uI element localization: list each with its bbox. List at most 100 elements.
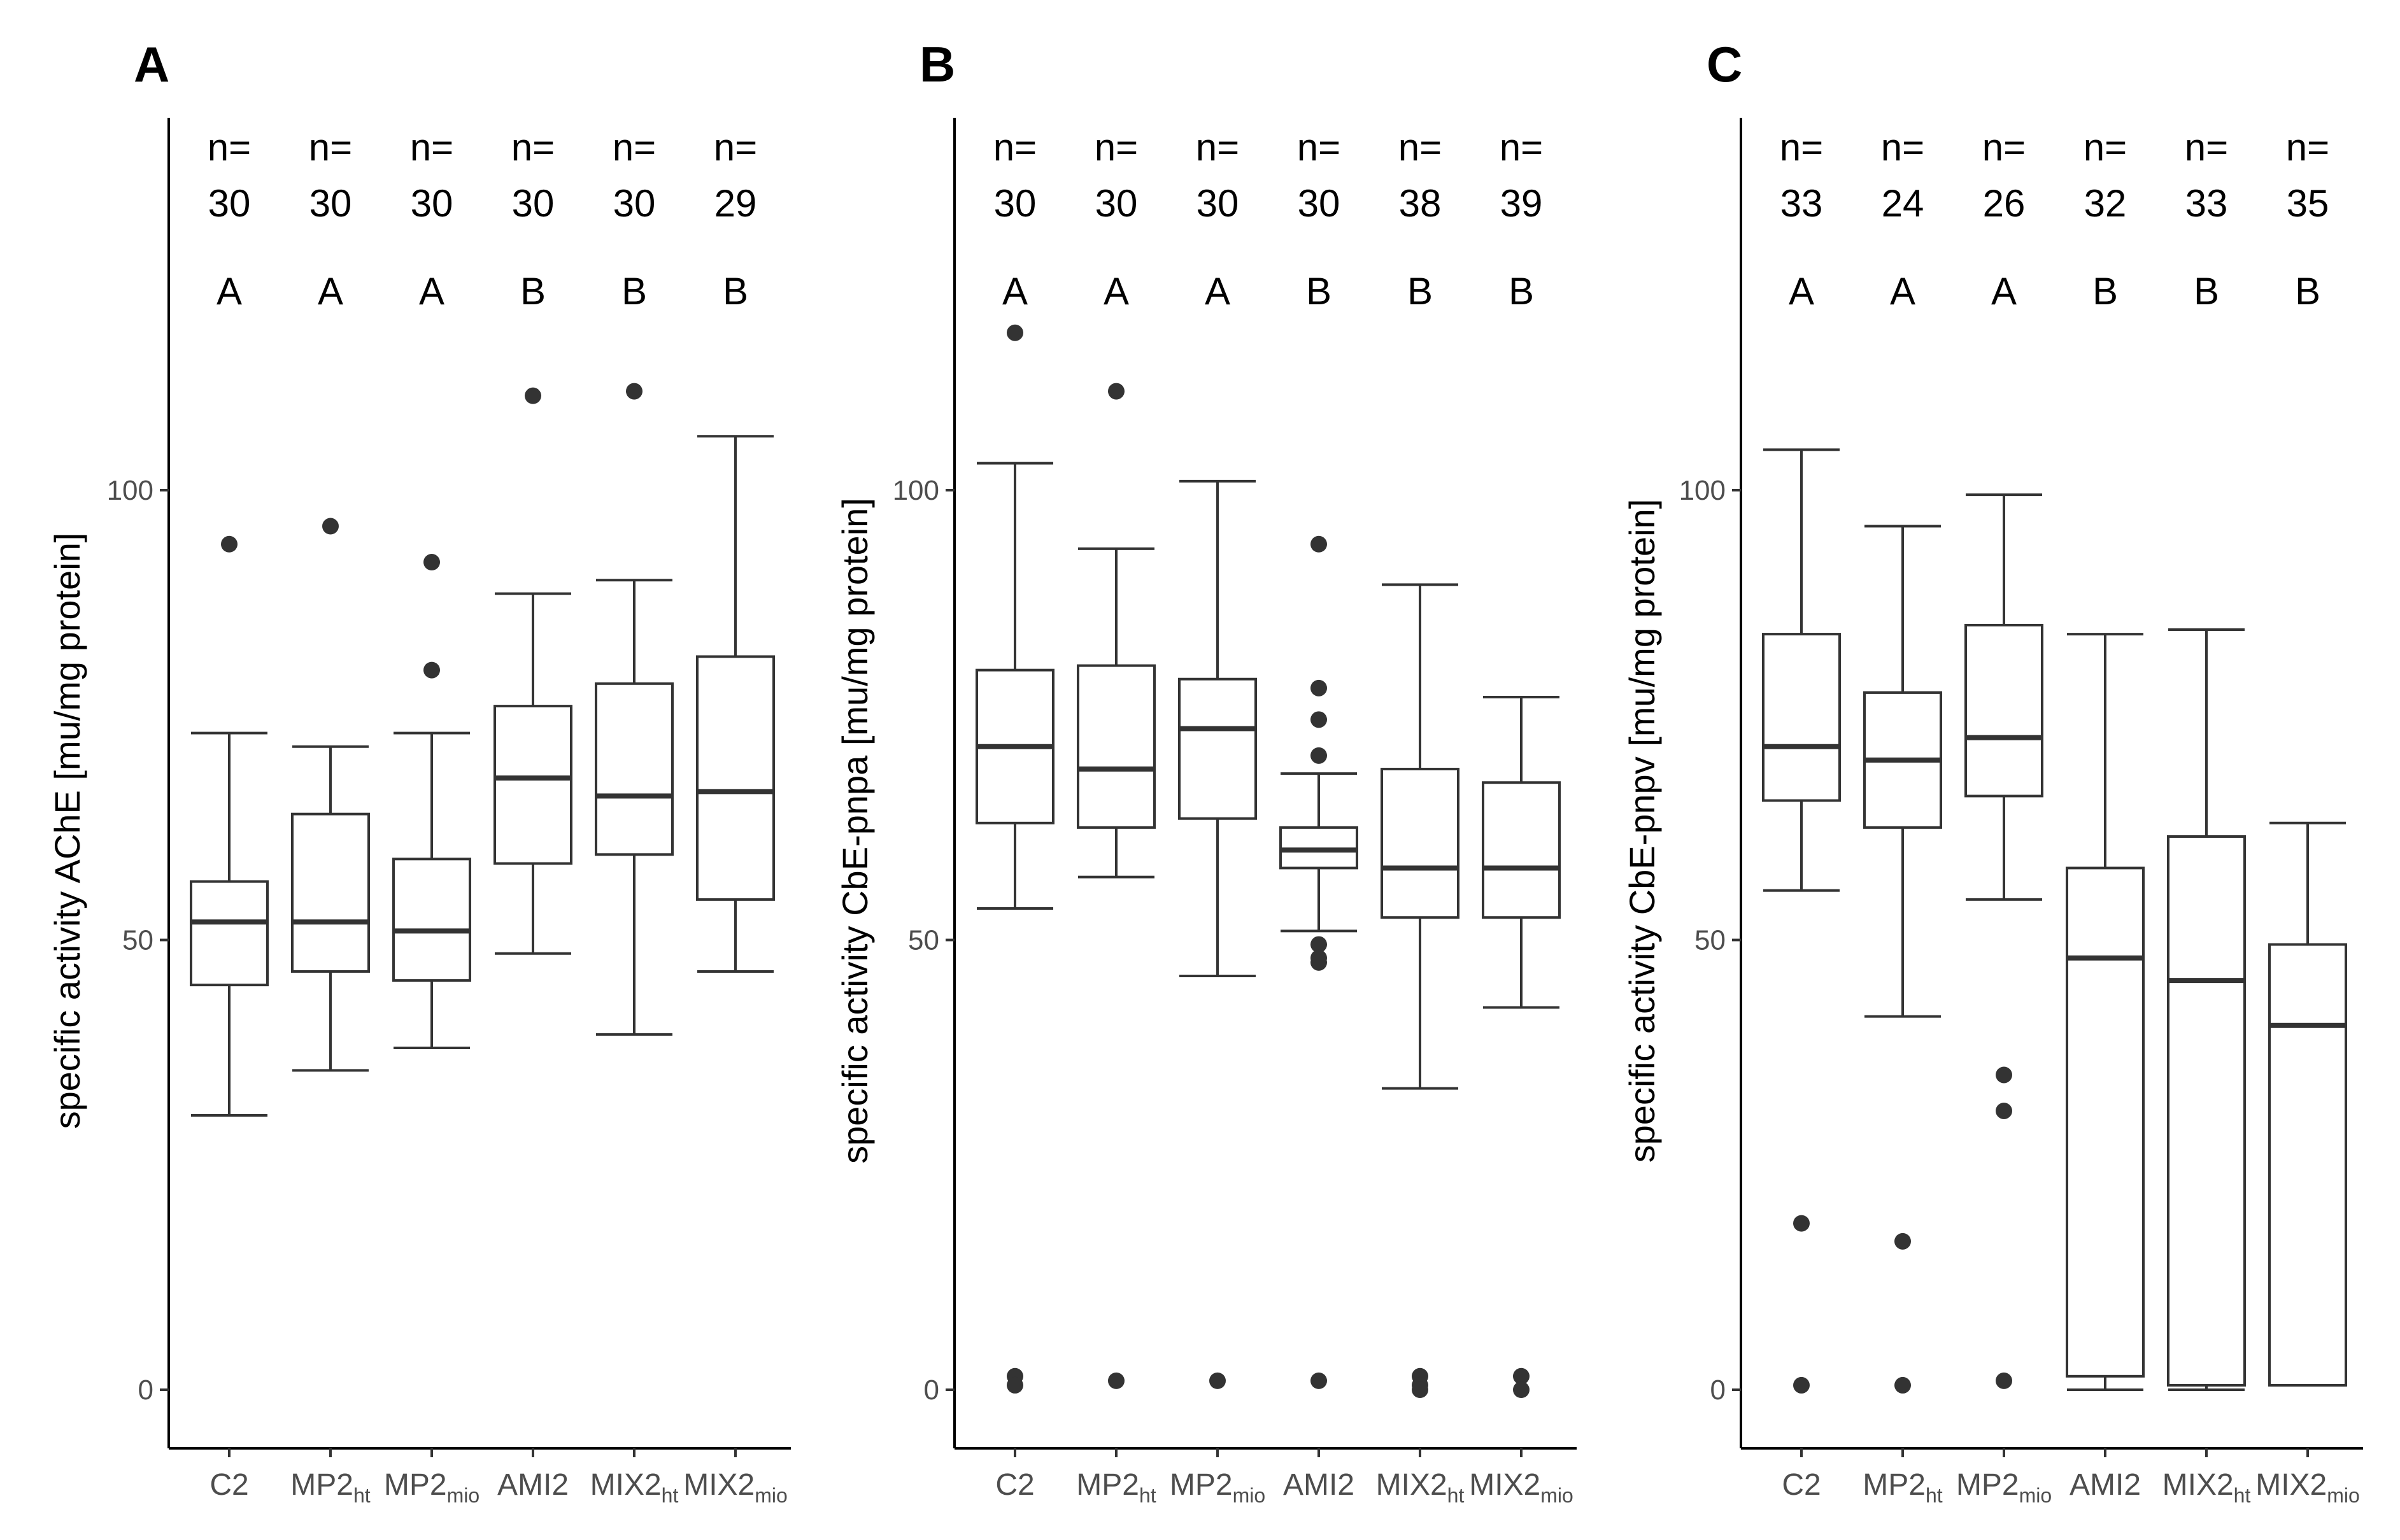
panel-a-n-value: 30 xyxy=(208,182,251,225)
panel-c-outlier-point xyxy=(1894,1233,1911,1250)
panel-b-x-tick-label: MP2ht xyxy=(1076,1468,1156,1507)
panel-c-y-axis-title: specific activity CbE-pnpv [mu/mg protei… xyxy=(1622,499,1662,1163)
panel-c-n-value: 33 xyxy=(2185,182,2228,225)
panel-a-outlier-point xyxy=(423,661,440,679)
panel-b-outlier-point xyxy=(1007,324,1023,341)
panel-b-n-value: 30 xyxy=(1298,182,1340,225)
panel-a-box xyxy=(493,705,572,865)
panel-b-n-value: 30 xyxy=(994,182,1037,225)
panel-a-label: A xyxy=(134,36,169,92)
panel-b-n-value: 30 xyxy=(1095,182,1138,225)
panel-a-outlier-point xyxy=(423,554,440,571)
panel-a-box xyxy=(291,812,370,973)
panel-b-outlier-point xyxy=(1513,1367,1530,1385)
panel-b-group-letter: B xyxy=(1509,270,1534,313)
panel-c-outlier-point xyxy=(1793,1376,1810,1394)
panel-a-outlier-point xyxy=(221,535,238,553)
panel-c-n-value: 24 xyxy=(1882,182,1924,225)
panel-b-y-tick-label: 50 xyxy=(908,925,939,956)
panel-c-x-tick-label: MIX2ht xyxy=(2162,1468,2251,1507)
panel-c-n-value: 32 xyxy=(2084,182,2127,225)
panel-a-plot-area: 0 50 100 C2 n= 30 A MP2ht n= 30 A MP2mio n= 30 A AMI2 n=… xyxy=(107,118,791,1507)
panel-c-box xyxy=(2167,835,2246,1387)
panel-b-group-letter: A xyxy=(1002,270,1028,313)
panel-a-n-prefix: n= xyxy=(410,126,453,169)
panel-b-group-letter: A xyxy=(1104,270,1129,313)
panel-a-x-tick-label: MIX2mio xyxy=(683,1468,788,1507)
panel-c-group-letter: A xyxy=(1991,270,2017,313)
panel-a-group-letter: B xyxy=(723,270,748,313)
panel-b-x-tick-label: C2 xyxy=(995,1468,1034,1502)
panel-b-n-value: 30 xyxy=(1196,182,1239,225)
panel-a-n-value: 30 xyxy=(512,182,555,225)
panel-c-x-tick-label: MP2ht xyxy=(1863,1468,1943,1507)
panel-a-n-prefix: n= xyxy=(309,126,352,169)
panel-a-n-prefix: n= xyxy=(714,126,757,169)
panel-c-plot-area: 0 50 100 C2 n= 33 A MP2ht n= 24 A MP2mio n= 26 A AMI2 n=… xyxy=(1679,118,2363,1507)
panel-c-x-tick-label: MIX2mio xyxy=(2255,1468,2360,1507)
panel-a-y-tick-label: 0 xyxy=(138,1374,153,1406)
panel-b-y-axis-title: specific activity CbE-pnpa [mu/mg protei… xyxy=(835,498,875,1164)
panel-b-outlier-point xyxy=(1310,535,1327,553)
panel-a-outlier-point xyxy=(322,518,339,535)
panel-c-outlier-point xyxy=(1996,1102,2012,1119)
panel-a-n-value: 29 xyxy=(714,182,757,225)
panel-b-outlier-point xyxy=(1007,1376,1023,1394)
panel-c-n-prefix: n= xyxy=(2286,126,2329,169)
panel-b-outlier-point xyxy=(1310,711,1327,728)
panel-c-box xyxy=(1762,633,1841,802)
panel-a-box xyxy=(392,858,471,982)
panel-c: C specific activity CbE-pnpv [mu/mg prot… xyxy=(1622,36,2363,1507)
panel-b: B specific activity CbE-pnpa [mu/mg prot… xyxy=(835,36,1577,1507)
panel-c-n-prefix: n= xyxy=(2185,126,2228,169)
panel-c-y-tick-label: 50 xyxy=(1694,925,1726,956)
panel-c-box xyxy=(2268,943,2347,1387)
panel-b-n-prefix: n= xyxy=(1500,126,1543,169)
panel-c-box xyxy=(2066,866,2145,1378)
panel-c-x-tick-label: C2 xyxy=(1782,1468,1821,1502)
panel-b-group-letter: B xyxy=(1407,270,1433,313)
panel-b-n-prefix: n= xyxy=(1095,126,1138,169)
panel-c-n-value: 33 xyxy=(1780,182,1823,225)
panel-b-x-tick-label: AMI2 xyxy=(1283,1468,1354,1502)
panel-c-label: C xyxy=(1707,36,1742,92)
panel-c-x-tick-label: MP2mio xyxy=(1956,1468,2052,1507)
panel-b-y-tick-label: 100 xyxy=(893,475,939,506)
panel-b-n-prefix: n= xyxy=(1398,126,1442,169)
panel-b-group-letter: B xyxy=(1306,270,1331,313)
panel-a-box xyxy=(595,682,674,856)
panel-b-y-tick-label: 0 xyxy=(924,1374,939,1406)
panel-c-n-prefix: n= xyxy=(2084,126,2127,169)
panel-b-box xyxy=(1178,677,1257,820)
panel-c-outlier-point xyxy=(1996,1372,2012,1389)
panel-a-group-letter: A xyxy=(318,270,343,313)
panel-a-group-letter: A xyxy=(217,270,242,313)
panel-c-group-letter: A xyxy=(1890,270,1915,313)
panel-a: A specific activity AChE [mu/mg protein]… xyxy=(47,36,791,1507)
panel-b-n-value: 38 xyxy=(1399,182,1442,225)
panel-a-y-axis-title: specific activity AChE [mu/mg protein] xyxy=(47,533,87,1129)
panel-b-outlier-point xyxy=(1108,1372,1125,1389)
panel-b-outlier-point xyxy=(1310,936,1327,953)
panel-b-n-prefix: n= xyxy=(1297,126,1340,169)
panel-c-outlier-point xyxy=(1996,1066,2012,1084)
panel-b-box xyxy=(1482,781,1561,919)
panel-c-x-tick-label: AMI2 xyxy=(2070,1468,2141,1502)
panel-b-box xyxy=(1077,664,1156,829)
panel-c-n-prefix: n= xyxy=(1881,126,1924,169)
panel-a-n-prefix: n= xyxy=(208,126,251,169)
panel-a-n-value: 30 xyxy=(411,182,453,225)
panel-b-n-prefix: n= xyxy=(993,126,1037,169)
panel-a-group-letter: B xyxy=(621,270,647,313)
panel-c-n-value: 35 xyxy=(2287,182,2329,225)
panel-a-n-value: 30 xyxy=(613,182,656,225)
panel-a-n-prefix: n= xyxy=(511,126,555,169)
panel-c-outlier-point xyxy=(1894,1376,1911,1394)
panel-a-x-tick-label: C2 xyxy=(209,1468,248,1502)
panel-b-n-prefix: n= xyxy=(1196,126,1239,169)
panel-c-y-tick-label: 100 xyxy=(1679,475,1726,506)
panel-a-outlier-point xyxy=(525,387,541,404)
panel-b-outlier-point xyxy=(1310,679,1327,696)
panel-b-group-letter: A xyxy=(1205,270,1230,313)
panel-c-n-prefix: n= xyxy=(1982,126,2026,169)
